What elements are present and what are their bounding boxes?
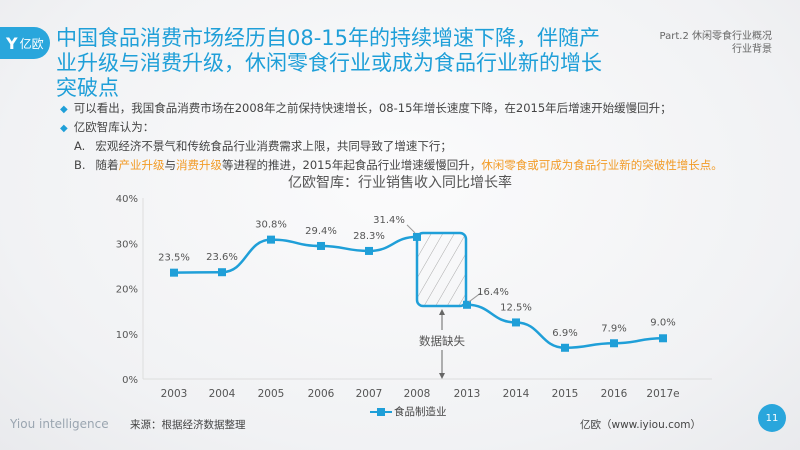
- missing-data-box: [415, 231, 468, 308]
- data-label: 9.0%: [650, 317, 675, 328]
- data-label: 30.8%: [255, 220, 287, 231]
- missing-data-label: 数据缺失: [419, 334, 465, 348]
- point-b: B. 随着产业升级与消费升级等进程的推进，2015年起食品行业增速缓慢回升，休闲零…: [74, 157, 723, 173]
- diamond-icon: ◆: [60, 123, 68, 134]
- x-tick-label: 2004: [209, 388, 236, 400]
- data-point: [365, 246, 373, 255]
- logo-text: 亿欧: [19, 36, 44, 51]
- x-tick-label: 2008: [404, 388, 431, 400]
- x-tick-label: 2014: [503, 388, 530, 400]
- y-tick-label: 40%: [116, 194, 138, 205]
- section-label: Part.2 休闲零食行业概况行业背景: [660, 30, 772, 56]
- highlight: 休闲零食或可成为食品行业新的突破性增长点。: [481, 158, 723, 172]
- highlight: 产业升级: [118, 158, 165, 172]
- data-label: 7.9%: [601, 323, 626, 334]
- point-label: A.: [74, 139, 86, 153]
- data-label: 31.4%: [373, 215, 405, 226]
- arrow-down-icon: [439, 373, 445, 379]
- label-leader: [468, 292, 482, 303]
- y-tick-label: 0%: [122, 375, 138, 386]
- data-point: [218, 268, 226, 277]
- brand-logo: Y 亿欧: [0, 27, 50, 59]
- bullet-1: ◆ 可以看出，我国食品消费市场在2008年之前保持快速增长，08-15年增长速度下…: [60, 100, 672, 116]
- section-line2: 行业背景: [732, 44, 772, 55]
- data-point: [317, 241, 325, 250]
- chart-title: 亿欧智库：行业销售收入同比增长率: [288, 175, 512, 191]
- bullet-2: ◆ 亿欧智库认为：: [60, 119, 154, 135]
- data-point: [610, 339, 618, 348]
- x-tick-label: 2016: [601, 388, 628, 400]
- page-number: 11: [758, 404, 786, 432]
- t: 随着: [95, 158, 119, 172]
- bullet-text: 可以看出，我国食品消费市场在2008年之前保持快速增长，08-15年增长速度下降…: [73, 101, 672, 115]
- data-point: [561, 343, 569, 352]
- highlight: 消费升级: [176, 158, 223, 172]
- data-label: 6.9%: [552, 328, 577, 339]
- data-point: [463, 300, 471, 309]
- x-tick-label: 2006: [308, 388, 335, 400]
- y-tick-label: 10%: [116, 330, 138, 341]
- legend-label: 食品制造业: [394, 406, 447, 418]
- y-tick-label: 20%: [116, 285, 138, 296]
- source-note: 来源：根据经济数据整理: [130, 419, 246, 431]
- data-point: [512, 318, 520, 327]
- point-label: B.: [74, 158, 86, 172]
- x-tick-label: 2013: [454, 388, 481, 400]
- data-label: 16.4%: [477, 287, 509, 298]
- legend-marker-icon: [370, 407, 392, 416]
- data-point: [170, 268, 178, 277]
- data-point: [659, 334, 667, 343]
- section-line1: Part.2 休闲零食行业概况: [659, 31, 772, 42]
- data-label: 23.6%: [206, 252, 238, 263]
- y-tick-label: 30%: [116, 239, 138, 250]
- x-tick-label: 2015: [552, 388, 579, 400]
- series-line-2013-2017: [466, 303, 664, 350]
- x-tick-label: 2007: [356, 388, 383, 400]
- arrow-up-icon: [439, 309, 445, 315]
- page-title: 中国食品消费市场经历自08-15年的持续增速下降，伴随产业升级与消费升级，休闲零…: [56, 26, 602, 100]
- t: 与: [164, 158, 177, 172]
- footer-brand: Yiou intelligence: [10, 417, 109, 431]
- bullet-text: 亿欧智库认为：: [73, 120, 155, 134]
- data-label: 28.3%: [353, 231, 385, 242]
- data-point: [267, 235, 275, 244]
- label-leader: [406, 224, 416, 234]
- data-label: 12.5%: [500, 302, 532, 313]
- x-tick-label: 2005: [258, 388, 285, 400]
- y-logo-icon: Y: [6, 33, 18, 53]
- diamond-icon: ◆: [60, 104, 68, 115]
- data-point: [413, 232, 421, 241]
- t: 等进程的推进，2015年起食品行业增速缓慢回升，: [222, 158, 482, 172]
- chart-legend: 食品制造业: [370, 404, 447, 419]
- point-a: A. 宏观经济不景气和传统食品行业消费需求上限，共同导致了增速下行；: [74, 138, 452, 154]
- data-label: 23.5%: [158, 253, 190, 264]
- x-tick-label: 2003: [161, 388, 188, 400]
- point-text: 宏观经济不景气和传统食品行业消费需求上限，共同导致了增速下行；: [95, 139, 452, 153]
- site-credit: 亿欧（www.iyiou.com）: [580, 419, 702, 431]
- data-label: 29.4%: [305, 226, 337, 237]
- x-tick-label: 2017e: [646, 388, 679, 400]
